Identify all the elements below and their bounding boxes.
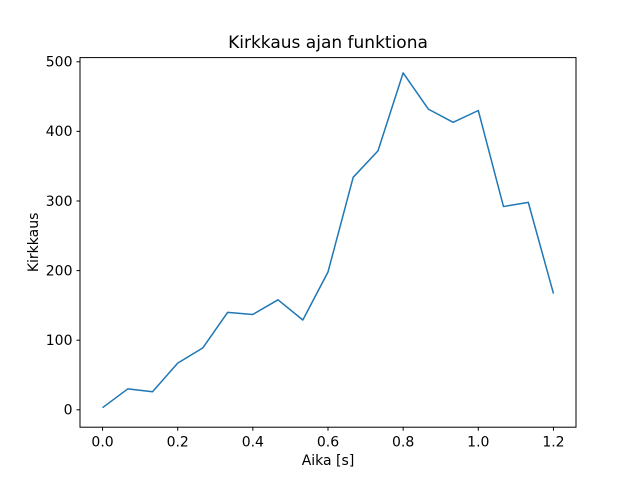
y-tick-label: 100 <box>46 333 73 349</box>
x-axis-ticks: 0.0 0.2 0.4 0.6 0.8 1.0 1.2 <box>91 427 565 451</box>
axes-spines <box>79 57 577 428</box>
x-tick-label: 0.8 <box>392 435 414 451</box>
x-tick-label: 0.2 <box>167 435 189 451</box>
x-tick-label: 1.2 <box>542 435 564 451</box>
x-tick-label: 0.6 <box>317 435 339 451</box>
plot-area <box>80 57 576 428</box>
y-tick-label: 300 <box>46 194 73 210</box>
y-tick-label: 500 <box>46 55 73 71</box>
y-axis-ticks: 0 100 200 300 400 500 <box>46 55 80 419</box>
series-line <box>102 72 555 409</box>
y-axis-label: Kirkkaus <box>26 213 42 273</box>
y-tick-label: 200 <box>46 263 73 279</box>
y-tick-label: 0 <box>64 403 73 419</box>
x-tick-label: 0.0 <box>91 435 113 451</box>
x-tick-label: 1.0 <box>467 435 489 451</box>
y-tick-label: 400 <box>46 124 73 140</box>
x-tick-label: 0.4 <box>242 435 264 451</box>
chart-title: Kirkkaus ajan funktiona <box>228 33 428 53</box>
x-axis-label: Aika [s] <box>302 453 355 469</box>
